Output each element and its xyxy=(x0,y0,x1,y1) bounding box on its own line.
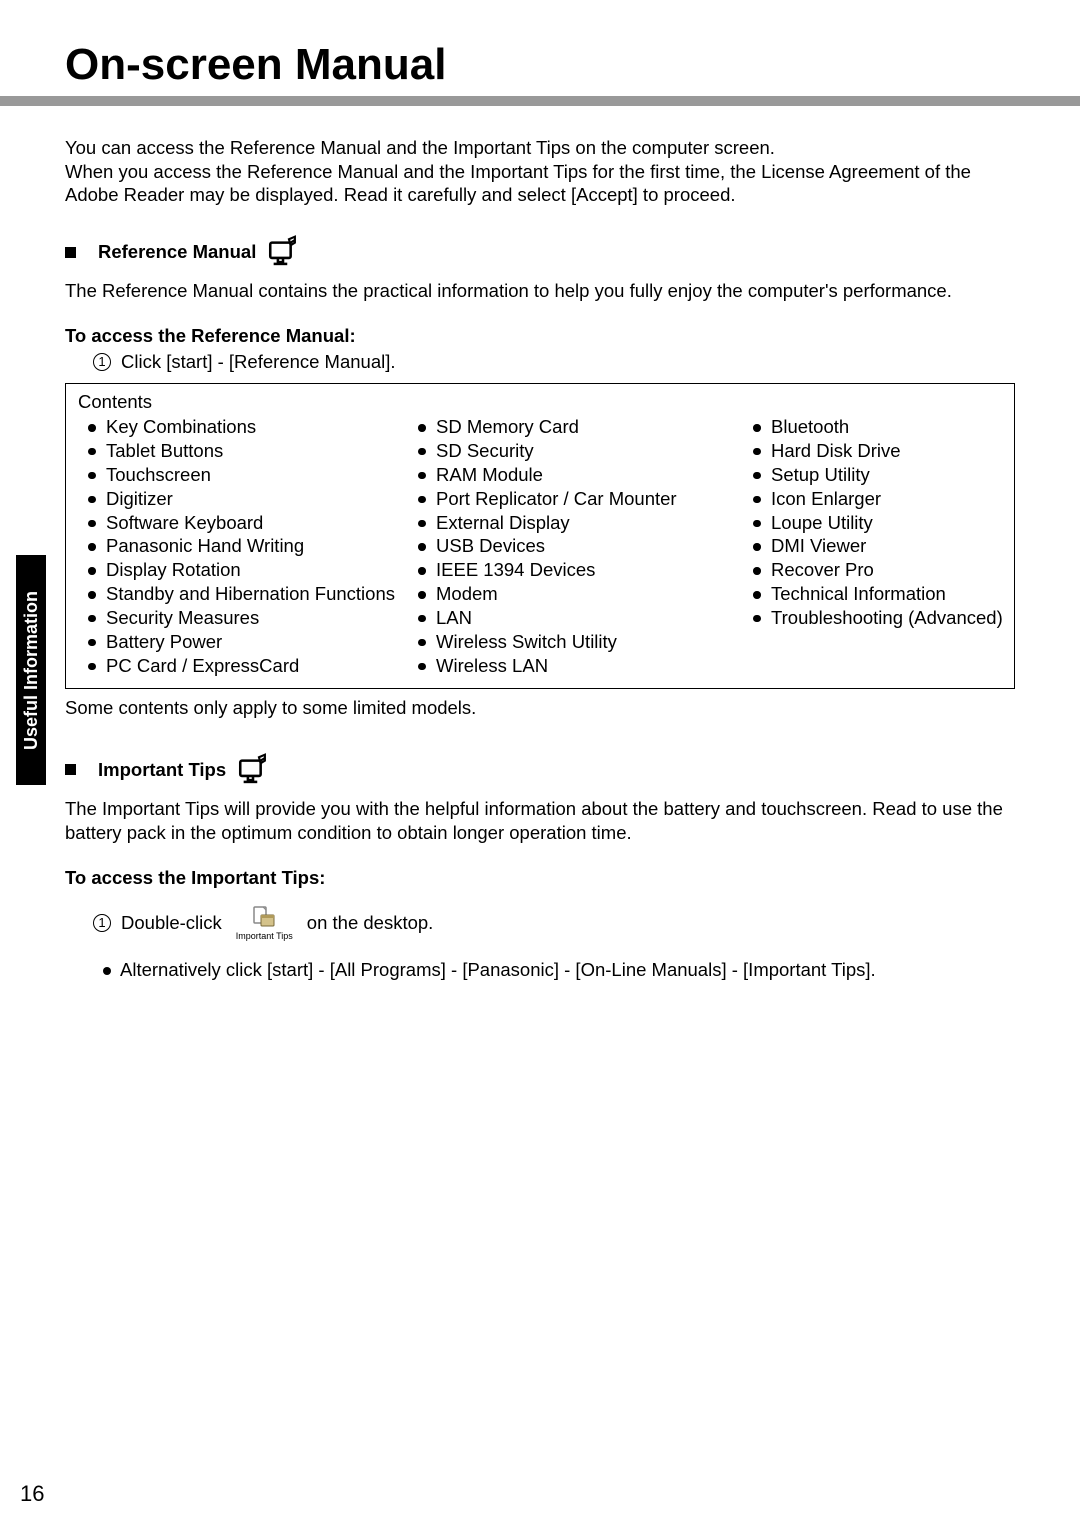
reference-manual-description: The Reference Manual contains the practi… xyxy=(55,279,1025,303)
manual-monitor-icon xyxy=(236,753,270,787)
title-underline xyxy=(0,96,1080,106)
side-tab: Useful Information xyxy=(16,555,46,785)
contents-item: Port Replicator / Car Mounter xyxy=(408,487,743,511)
contents-item: Touchscreen xyxy=(78,463,408,487)
contents-item: Technical Information xyxy=(743,582,1003,606)
contents-item: Troubleshooting (Advanced) xyxy=(743,606,1003,630)
contents-item: Wireless LAN xyxy=(408,654,743,678)
contents-item: Standby and Hibernation Functions xyxy=(78,582,408,606)
contents-item: Recover Pro xyxy=(743,558,1003,582)
contents-label: Contents xyxy=(78,391,1002,413)
contents-item: Digitizer xyxy=(78,487,408,511)
contents-item: RAM Module xyxy=(408,463,743,487)
page-number: 16 xyxy=(20,1481,44,1507)
contents-item: Icon Enlarger xyxy=(743,487,1003,511)
access-reference-heading: To access the Reference Manual: xyxy=(55,325,1025,347)
step-number-icon: 1 xyxy=(93,914,111,932)
contents-item: Modem xyxy=(408,582,743,606)
access-reference-step: Click [start] - [Reference Manual]. xyxy=(121,351,396,373)
contents-item: Tablet Buttons xyxy=(78,439,408,463)
contents-column-1: Key CombinationsTablet ButtonsTouchscree… xyxy=(78,415,408,677)
intro-line-2: When you access the Reference Manual and… xyxy=(65,160,1025,207)
intro-line-1: You can access the Reference Manual and … xyxy=(65,136,1025,160)
contents-item: External Display xyxy=(408,511,743,535)
contents-item: Bluetooth xyxy=(743,415,1003,439)
contents-note: Some contents only apply to some limited… xyxy=(55,697,1025,719)
manual-monitor-icon xyxy=(266,235,300,269)
access-tips-heading: To access the Important Tips: xyxy=(55,867,1025,889)
desktop-icon-label: Important Tips xyxy=(236,931,293,941)
contents-item: Software Keyboard xyxy=(78,511,408,535)
side-tab-label: Useful Information xyxy=(21,590,42,749)
access-tips-alternative: Alternatively click [start] - [All Progr… xyxy=(55,959,1025,981)
contents-item: Panasonic Hand Writing xyxy=(78,534,408,558)
reference-manual-heading: Reference Manual xyxy=(98,241,256,263)
contents-item: Security Measures xyxy=(78,606,408,630)
contents-column-3: BluetoothHard Disk DriveSetup UtilityIco… xyxy=(743,415,1003,677)
contents-column-2: SD Memory CardSD SecurityRAM ModulePort … xyxy=(408,415,743,677)
contents-item: Loupe Utility xyxy=(743,511,1003,535)
contents-item: Setup Utility xyxy=(743,463,1003,487)
important-tips-heading: Important Tips xyxy=(98,759,226,781)
contents-item: Battery Power xyxy=(78,630,408,654)
contents-item: PC Card / ExpressCard xyxy=(78,654,408,678)
important-tips-description: The Important Tips will provide you with… xyxy=(55,797,1025,845)
contents-item: IEEE 1394 Devices xyxy=(408,558,743,582)
access-tips-step-pre: Double-click xyxy=(121,912,222,934)
access-tips-step-post: on the desktop. xyxy=(307,912,434,934)
contents-item: LAN xyxy=(408,606,743,630)
contents-item: Wireless Switch Utility xyxy=(408,630,743,654)
step-number-icon: 1 xyxy=(93,353,111,371)
contents-item: DMI Viewer xyxy=(743,534,1003,558)
contents-item: Hard Disk Drive xyxy=(743,439,1003,463)
contents-item: SD Memory Card xyxy=(408,415,743,439)
contents-item: USB Devices xyxy=(408,534,743,558)
square-bullet-icon xyxy=(65,764,76,775)
page-title: On-screen Manual xyxy=(55,40,1025,90)
contents-item: SD Security xyxy=(408,439,743,463)
contents-item: Display Rotation xyxy=(78,558,408,582)
square-bullet-icon xyxy=(65,247,76,258)
important-tips-desktop-icon: Important Tips xyxy=(236,905,293,941)
contents-item: Key Combinations xyxy=(78,415,408,439)
contents-box: Contents Key CombinationsTablet ButtonsT… xyxy=(65,383,1015,688)
